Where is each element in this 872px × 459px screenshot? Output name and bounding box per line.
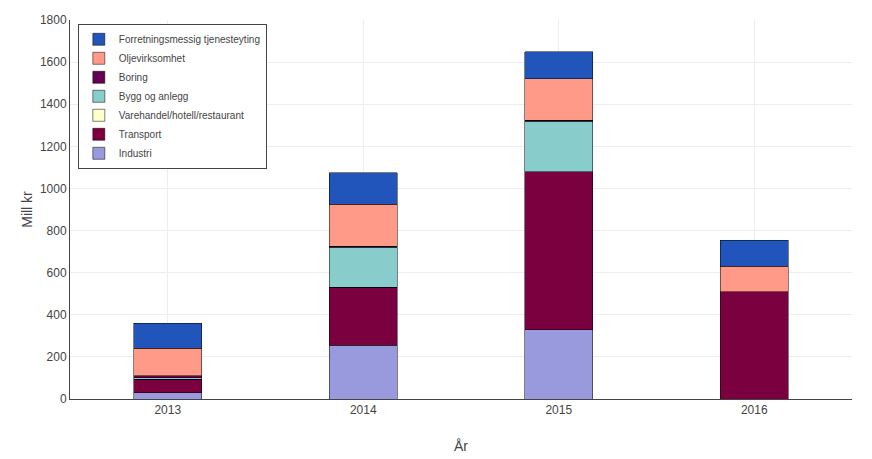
svg-text:2016: 2016 <box>741 403 768 417</box>
svg-text:1600: 1600 <box>40 55 67 69</box>
svg-text:Oljevirksomhet: Oljevirksomhet <box>119 53 185 64</box>
svg-text:1000: 1000 <box>40 182 67 196</box>
svg-text:400: 400 <box>47 308 67 322</box>
svg-text:0: 0 <box>60 392 67 406</box>
svg-text:Mill kr: Mill kr <box>19 191 35 228</box>
svg-text:Transport: Transport <box>119 129 162 140</box>
svg-text:1400: 1400 <box>40 97 67 111</box>
svg-text:2013: 2013 <box>154 403 181 417</box>
svg-text:2015: 2015 <box>545 403 572 417</box>
svg-text:200: 200 <box>47 350 67 364</box>
svg-text:800: 800 <box>47 224 67 238</box>
svg-text:600: 600 <box>47 266 67 280</box>
svg-text:Bygg og anlegg: Bygg og anlegg <box>119 91 189 102</box>
svg-text:Forretningsmessig tjenesteytin: Forretningsmessig tjenesteyting <box>119 34 260 45</box>
svg-text:1200: 1200 <box>40 140 67 154</box>
svg-text:År: År <box>454 438 468 454</box>
svg-text:Boring: Boring <box>119 72 148 83</box>
svg-text:Varehandel/hotell/restaurant: Varehandel/hotell/restaurant <box>119 110 244 121</box>
svg-text:2014: 2014 <box>350 403 377 417</box>
svg-text:1800: 1800 <box>40 13 67 27</box>
svg-text:Industri: Industri <box>119 148 152 159</box>
